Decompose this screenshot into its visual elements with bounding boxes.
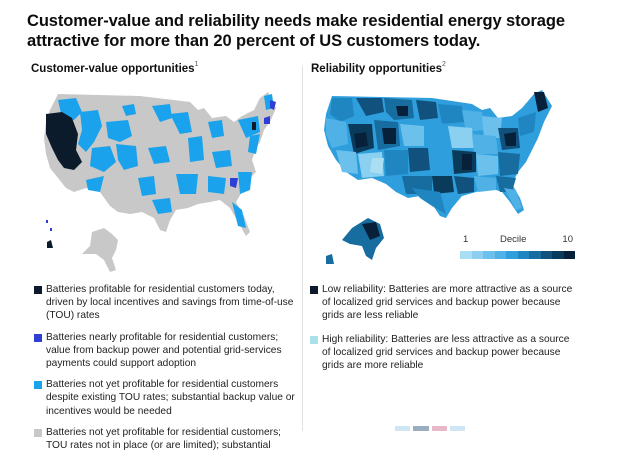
decile-labels: 1 Decile 10 bbox=[460, 234, 575, 248]
alaska-region bbox=[362, 222, 380, 240]
legend-item-not-yet-tou: Batteries not yet profitable for residen… bbox=[34, 378, 304, 418]
decile-swatch-6 bbox=[517, 251, 529, 259]
legend-item-low-reliability: Low reliability: Batteries are more attr… bbox=[310, 283, 580, 323]
decile-scale: 1 Decile 10 bbox=[460, 234, 575, 259]
legend-swatch bbox=[310, 335, 318, 344]
customer-value-legend: Batteries profitable for residential cus… bbox=[34, 283, 304, 460]
legend-swatch bbox=[34, 286, 42, 294]
footer-strip-block bbox=[413, 426, 429, 431]
decile-max-label: 10 bbox=[562, 234, 573, 245]
legend-item-high-reliability: High reliability: Batteries are less att… bbox=[310, 333, 580, 373]
decile-swatch-2 bbox=[471, 251, 483, 259]
decile-min-label: 1 bbox=[463, 234, 469, 245]
customer-value-heading-text: Customer-value opportunities bbox=[31, 63, 195, 75]
decile-title: Decile bbox=[500, 234, 527, 245]
legend-item-nearly-profitable: Batteries nearly profitable for resident… bbox=[34, 331, 304, 371]
decile-swatch-3 bbox=[483, 251, 495, 259]
footer-strip-block bbox=[449, 426, 465, 431]
legend-swatch bbox=[310, 286, 318, 294]
legend-swatch bbox=[34, 381, 42, 390]
decile-swatch-1 bbox=[460, 251, 472, 259]
reliability-map bbox=[324, 90, 552, 264]
footnote-marker: 1 bbox=[194, 61, 199, 68]
reliability-heading-text: Reliability opportunities bbox=[311, 63, 442, 75]
legend-text: Batteries not yet profitable for residen… bbox=[46, 426, 281, 452]
legend-item-profitable: Batteries profitable for residential cus… bbox=[34, 283, 304, 323]
profitable-regions bbox=[46, 112, 256, 248]
footnote-marker: 2 bbox=[441, 61, 446, 68]
hawaii-landmass bbox=[326, 254, 334, 264]
customer-value-heading: Customer-value opportunities1 bbox=[31, 61, 199, 75]
decile-swatch-9 bbox=[552, 251, 564, 259]
legend-text: Batteries nearly profitable for resident… bbox=[46, 331, 282, 370]
reliability-legend: Low reliability: Batteries are more attr… bbox=[310, 283, 580, 380]
legend-swatch bbox=[34, 333, 42, 342]
footer-strip-block bbox=[431, 426, 447, 431]
legend-item-not-yet-no-tou: Batteries not yet profitable for residen… bbox=[34, 426, 304, 452]
customer-value-map bbox=[44, 92, 276, 272]
decile-swatch-7 bbox=[529, 251, 541, 259]
legend-text: Batteries not yet profitable for residen… bbox=[46, 379, 295, 417]
legend-swatch bbox=[34, 428, 42, 437]
legend-text: Low reliability: Batteries are more attr… bbox=[322, 284, 573, 322]
decile-swatch-8 bbox=[540, 251, 552, 259]
reliability-heading: Reliability opportunities2 bbox=[311, 61, 446, 75]
not-yet-tou-regions bbox=[58, 94, 274, 228]
decile-swatch-10 bbox=[563, 251, 575, 259]
panel-divider bbox=[302, 66, 303, 431]
alaska-landmass bbox=[82, 228, 118, 272]
decile-regions bbox=[326, 92, 548, 214]
legend-text: High reliability: Batteries are less att… bbox=[322, 333, 570, 372]
decile-swatch-4 bbox=[494, 251, 506, 259]
footer-color-strip bbox=[395, 426, 465, 431]
chart-title: Customer-value and reliability needs mak… bbox=[27, 12, 565, 50]
footer-strip-block bbox=[395, 426, 411, 431]
legend-text: Batteries profitable for residential cus… bbox=[46, 284, 294, 322]
nearly-profitable-regions bbox=[46, 100, 276, 231]
decile-swatch-5 bbox=[506, 251, 518, 259]
decile-color-bar bbox=[460, 251, 575, 259]
